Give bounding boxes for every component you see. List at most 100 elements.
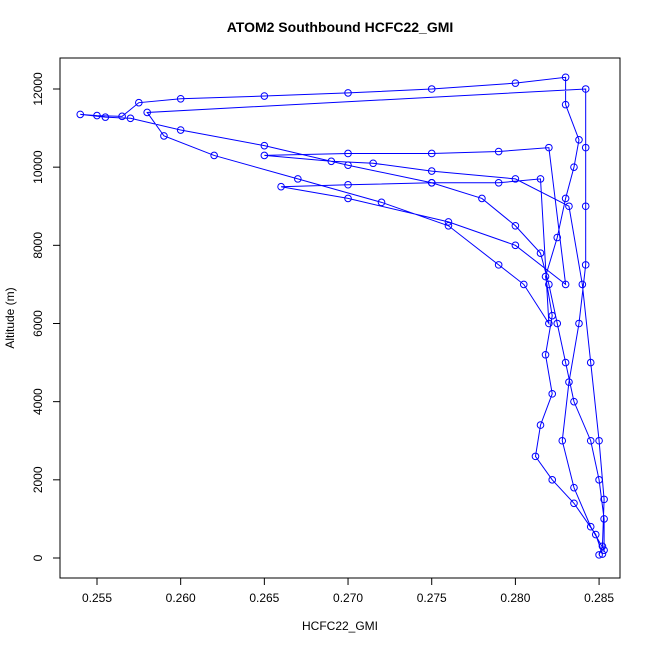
x-axis-label: HCFC22_GMI (302, 619, 378, 633)
data-point (561, 100, 570, 109)
data-point (277, 182, 285, 191)
data-point (344, 161, 352, 170)
data-point (76, 110, 85, 119)
data-point (536, 175, 545, 183)
data-point (581, 85, 590, 93)
y-tick-label: 6000 (31, 310, 45, 337)
data-point (135, 98, 143, 107)
data-point (344, 194, 352, 203)
plot-frame (59, 57, 621, 579)
data-point (598, 550, 607, 558)
data-point (444, 221, 453, 230)
data-point (561, 358, 570, 367)
y-axis-label: Altitude (m) (3, 287, 17, 348)
data-point (561, 194, 570, 203)
data-point (427, 149, 436, 158)
y-tick-label: 12000 (31, 72, 45, 106)
y-tick-label: 10000 (31, 150, 45, 184)
y-tick-label: 0 (31, 554, 45, 561)
data-point (427, 85, 436, 93)
data-point (545, 143, 553, 152)
data-point (478, 194, 486, 203)
data-point (536, 421, 545, 429)
data-point (581, 202, 590, 211)
data-point (427, 178, 436, 187)
data-point (600, 515, 608, 523)
data-point (519, 280, 528, 289)
data-point (494, 178, 503, 187)
data-point (260, 92, 269, 100)
data-point (344, 89, 352, 97)
data-point (531, 452, 540, 461)
data-point (575, 319, 583, 328)
x-tick-label: 0.260 (166, 591, 196, 605)
data-point (93, 111, 101, 120)
data-point (600, 546, 608, 554)
data-point (118, 112, 126, 121)
data-point (561, 280, 570, 289)
data-point (598, 542, 607, 551)
data-point (595, 436, 603, 445)
data-point (176, 94, 185, 103)
data-point (260, 141, 269, 150)
data-point (541, 272, 550, 281)
data-point (541, 350, 550, 359)
data-point (344, 149, 352, 158)
data-point (427, 167, 436, 175)
data-point (494, 147, 503, 156)
y-tick-label: 4000 (31, 388, 45, 415)
data-point (511, 79, 520, 87)
data-point (575, 136, 583, 144)
data-point (581, 143, 590, 152)
data-point (600, 495, 608, 504)
data-point (570, 483, 578, 492)
data-point (260, 151, 269, 160)
data-point (561, 73, 570, 82)
data-point (595, 476, 603, 484)
data-point (126, 114, 135, 123)
x-tick-label: 0.280 (500, 591, 530, 605)
data-point (210, 151, 218, 160)
data-point (511, 175, 520, 183)
data-point (553, 319, 562, 328)
data-point (586, 358, 595, 367)
data-point (553, 233, 562, 242)
data-point (176, 126, 185, 134)
chart-title: ATOM2 Southbound HCFC22_GMI (227, 19, 454, 35)
trajectory-line (80, 76, 605, 556)
data-point (570, 397, 578, 406)
data-point (511, 221, 520, 230)
x-tick-label: 0.285 (584, 591, 614, 605)
y-tick-label: 8000 (31, 232, 45, 259)
data-point (565, 202, 573, 211)
data-point (344, 180, 352, 189)
x-tick-label: 0.255 (82, 591, 112, 605)
data-point (586, 522, 595, 531)
x-tick-label: 0.275 (417, 591, 447, 605)
data-point (494, 261, 503, 269)
data-point (160, 132, 168, 140)
data-point (591, 530, 600, 539)
x-tick-label: 0.270 (333, 591, 363, 605)
data-point (369, 159, 377, 168)
data-point (294, 175, 302, 183)
data-point (545, 319, 553, 328)
y-tick-label: 2000 (31, 466, 45, 493)
data-point (570, 499, 578, 508)
data-point (595, 551, 603, 559)
data-point (101, 113, 110, 121)
data-point (511, 241, 520, 250)
data-point (377, 198, 386, 207)
data-point (578, 280, 587, 289)
data-point (558, 436, 567, 445)
data-point (444, 218, 453, 226)
data-point (545, 280, 553, 289)
data-point (327, 157, 336, 166)
x-tick-label: 0.265 (249, 591, 279, 605)
data-point (570, 163, 578, 171)
data-point (586, 436, 595, 445)
data-point (548, 311, 557, 320)
data-point (536, 249, 545, 257)
data-point (548, 476, 557, 484)
